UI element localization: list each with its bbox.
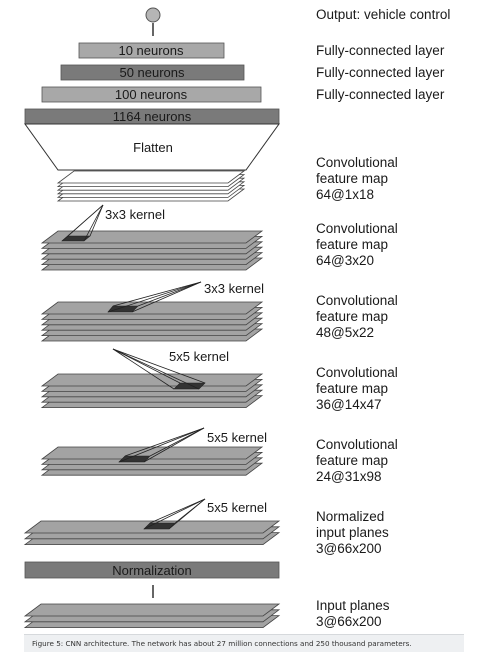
kernel-label: 5x5 kernel [207,500,267,515]
kernel-projection-line [143,427,205,463]
feature-map-plane [56,170,246,184]
kernel-projections [61,204,206,530]
fc-layer-label: Fully-connected layer [316,65,445,80]
kernel-projection-line [137,281,202,307]
normalization-bar [24,561,280,579]
kernel-projection-line [83,204,104,242]
fc-bar-50 [60,64,245,81]
kernel-projection-line [112,348,175,390]
kernel-projection-line [107,281,202,313]
kernel-label: 3x3 kernel [204,281,264,296]
feature-map-plane [40,373,264,387]
feature-map-stacks [23,170,281,628]
fc-layer-1164: 1164 neurons [24,108,280,125]
input-plane [23,603,281,617]
kernel-projection-line [143,498,206,530]
kernel-projection-line [61,204,104,242]
output-node [145,7,161,23]
conv-layer-label: Convolutional feature map 36@14x47 [316,365,398,412]
kernel-projection-line [118,427,205,463]
fc-layer-label: Fully-connected layer [316,43,445,58]
input-planes-label: Input planes 3@66x200 [316,598,390,629]
kernel-projection-line [112,348,206,384]
conv-layer-label: Convolutional feature map 64@3x20 [316,221,398,268]
kernel-label: 3x3 kernel [105,207,165,222]
figure-caption: Figure 5: CNN architecture. The network … [24,634,464,652]
flatten-trapezoid [24,123,280,171]
fc-bar-100 [41,86,262,103]
conv-layer-label: Convolutional feature map 64@1x18 [316,155,398,202]
kernel-projection-line [89,204,104,237]
kernel-projection-line [112,348,200,390]
fc-bar-label: 1164 neurons [113,109,192,124]
fc-layer-label: Fully-connected layer [316,87,445,102]
normalization-label: Normalization [112,563,191,578]
kernel-label: 5x5 kernel [169,349,229,364]
fc-layer-10: 10 neurons [78,42,225,59]
output-label: Output: vehicle control [316,7,451,22]
kernel-projection-line [124,427,205,457]
kernel-projection-line [112,348,181,384]
flatten-label: Flatten [133,140,173,155]
conv-layer-label: Convolutional feature map 48@5x22 [316,293,398,340]
feature-map-plane [40,301,264,315]
feature-map-plane [40,446,264,460]
conv-layer-label: Convolutional feature map 24@31x98 [316,437,398,484]
fc-layer-50: 50 neurons [60,64,245,81]
fc-bar-10 [78,42,225,59]
fc-bar-label: 10 neurons [118,43,184,58]
kernel-label: 5x5 kernel [207,430,267,445]
fc-layer-100: 100 neurons [41,86,262,103]
kernel-projection-line [131,281,202,313]
kernel-projection-line [112,281,202,307]
feature-map-plane [40,230,264,244]
fc-bar-label: 50 neurons [119,65,185,80]
normalization-layer: Normalization [24,561,280,579]
normalized-input-label: Normalized input planes 3@66x200 [316,509,389,556]
fc-bar-label: 100 neurons [115,87,188,102]
kernel-projection-line [149,498,206,524]
kernel-projection-line [168,498,206,530]
